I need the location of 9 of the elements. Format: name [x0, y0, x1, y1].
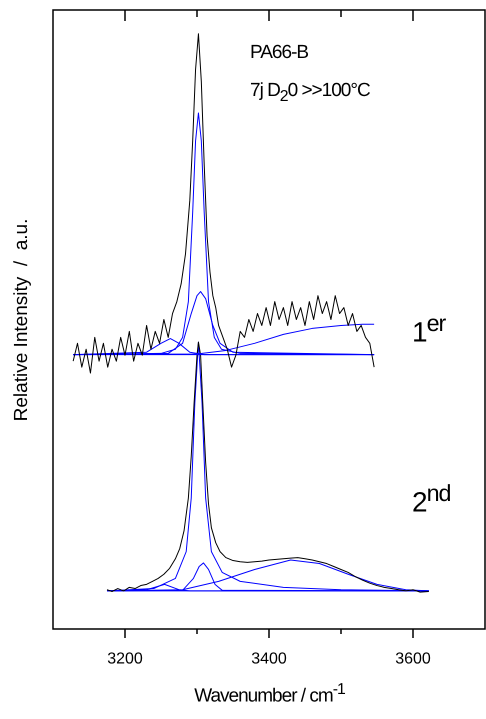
annotation: 7j D$_{2}$0 >>100°C — [250, 80, 370, 106]
x-tick-label: 3600 — [395, 650, 431, 668]
annotation: 1$^{er}$ — [412, 310, 446, 348]
annotation: PA66-B — [250, 42, 308, 64]
x-tick-label: 3400 — [251, 650, 287, 668]
annotation: 2$^{nd}$ — [412, 480, 451, 518]
x-tick-label: 3200 — [107, 650, 143, 668]
x-axis-title: Wavenumber / cm$^{-1}$ — [194, 681, 345, 708]
y-axis-title: Relative Intensity / a.u. — [11, 218, 33, 421]
